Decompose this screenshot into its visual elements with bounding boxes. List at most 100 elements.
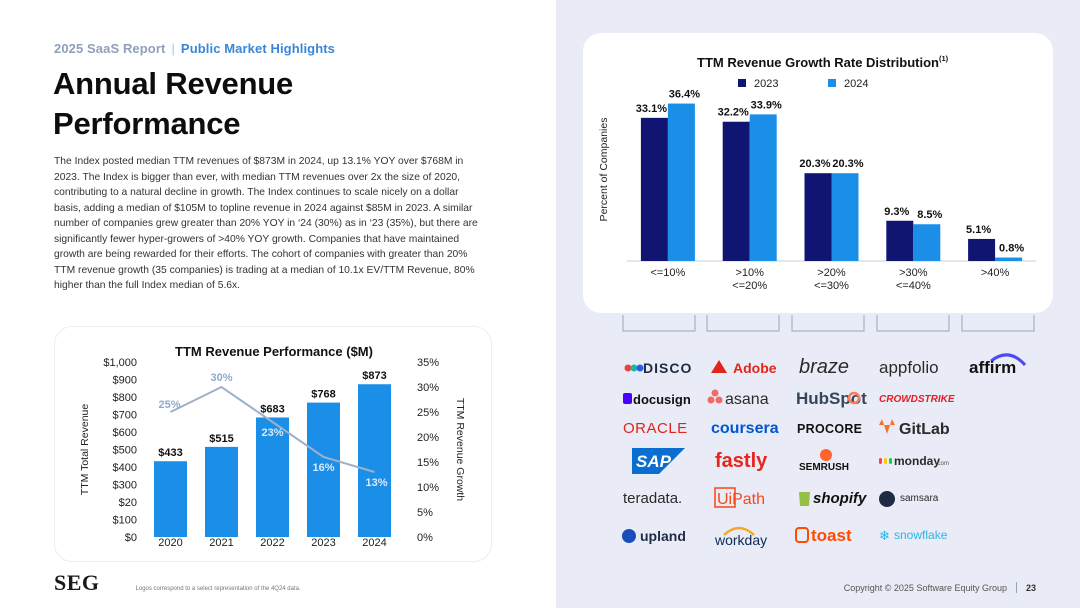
logo-wordmark: asana xyxy=(725,391,769,408)
body-paragraph: The Index posted median TTM revenues of … xyxy=(54,156,478,291)
y2-tick-label: 35% xyxy=(417,357,439,369)
revenue-bar xyxy=(154,461,187,537)
category-bracket xyxy=(706,315,780,332)
y-tick-label: $700 xyxy=(113,410,137,422)
revenue-performance-chart: TTM Revenue Performance ($M) TTM Total Re… xyxy=(79,344,466,549)
growth-distribution-chart: TTM Revenue Growth Rate Distribution (1) 2… xyxy=(598,54,1036,292)
category-bracket xyxy=(791,315,865,332)
footer-left: SEG Logos correspond to a select represe… xyxy=(54,570,301,596)
distribution-bar xyxy=(995,257,1023,261)
revenue-bar-label: $873 xyxy=(362,370,386,382)
distribution-bar-label: 20.3% xyxy=(832,158,863,170)
docusign-icon xyxy=(623,393,632,404)
revenue-performance-card: TTM Revenue Performance ($M) TTM Total Re… xyxy=(54,326,492,562)
x-tick-label: <=20% xyxy=(732,280,767,292)
y-tick-label: $900 xyxy=(113,375,137,387)
logo-wordmark: affirm xyxy=(969,358,1016,377)
distribution-bar xyxy=(804,173,832,261)
y-tick-label: $600 xyxy=(113,427,137,439)
logo-wordmark: UiPath xyxy=(717,491,765,508)
sap-badge-icon xyxy=(632,448,685,474)
logo-wordmark: ORACLE xyxy=(623,420,688,437)
chart-title: TTM Revenue Growth Rate Distribution xyxy=(697,55,939,70)
footer-divider xyxy=(1015,582,1017,593)
section-name: Public Market Highlights xyxy=(180,41,336,56)
logo-wordmark: docusign xyxy=(633,392,691,407)
logo-wordmark: shopify xyxy=(813,490,867,507)
uipath-box-icon xyxy=(714,487,736,508)
monday-icon xyxy=(879,458,882,464)
page-title-line-2: Performance xyxy=(53,106,241,141)
category-bracket xyxy=(961,315,1035,332)
logo-wordmark: HubSpot xyxy=(796,389,867,408)
x-tick-label: <=30% xyxy=(814,280,849,292)
breadcrumb: 2025 SaaS Report | Public Market Highlight… xyxy=(54,41,335,56)
distribution-bar xyxy=(722,121,750,261)
hubspot-sprocket-icon xyxy=(847,391,861,405)
y2-tick-label: 10% xyxy=(417,482,439,494)
distribution-bar-label: 8.5% xyxy=(917,209,942,221)
logo-wordmark: GitLab xyxy=(899,421,950,438)
y2-tick-label: 5% xyxy=(417,507,433,519)
revenue-bar xyxy=(205,446,238,537)
distribution-bar xyxy=(886,220,914,261)
logo-wordmark: SAP xyxy=(636,452,672,471)
growth-line-label: 23% xyxy=(261,427,283,439)
revenue-bar-label: $683 xyxy=(260,403,284,415)
workday-arc-icon xyxy=(723,526,755,536)
distribution-bar-label: 33.9% xyxy=(751,99,782,111)
logo-wordmark: samsara xyxy=(900,493,939,504)
revenue-bar-label: $768 xyxy=(311,389,335,401)
x-tick-label: <=10% xyxy=(650,267,685,279)
distribution-bar xyxy=(913,224,941,261)
revenue-bar xyxy=(307,402,340,537)
category-bracket xyxy=(622,315,696,332)
disco-dots-icon xyxy=(624,364,632,372)
revenue-bar xyxy=(256,417,289,537)
revenue-bar-label: $433 xyxy=(158,447,182,459)
growth-line xyxy=(170,385,375,473)
monday-icon xyxy=(884,458,887,464)
snowflake-icon: ❄ xyxy=(879,528,890,543)
distribution-bar-label: 20.3% xyxy=(799,158,830,170)
company-logos-grid: DISCO Adobe braze appfolio affirm docusign asa… xyxy=(622,315,1035,548)
y-tick-label: $100 xyxy=(113,515,137,527)
distribution-bar xyxy=(968,238,996,261)
seg-logo: SEG xyxy=(54,570,100,595)
distribution-bar-label: 36.4% xyxy=(669,89,700,101)
revenue-bar-label: $515 xyxy=(209,433,233,445)
samsara-icon xyxy=(879,491,895,507)
growth-distribution-card: TTM Revenue Growth Rate Distribution (1) 2… xyxy=(583,33,1053,313)
page-title-line-1: Annual Revenue xyxy=(53,66,294,101)
chart-title: TTM Revenue Performance ($M) xyxy=(175,344,373,359)
logo-wordmark: fastly xyxy=(715,450,768,472)
toast-icon xyxy=(795,527,809,543)
y-tick-label: $500 xyxy=(113,445,137,457)
logo-wordmark: teradata. xyxy=(623,490,682,507)
legend-label: 2024 xyxy=(844,78,868,90)
y2-tick-label: 20% xyxy=(417,432,439,444)
footer-right: Copyright © 2025 Software Equity Group 2… xyxy=(844,582,1036,593)
logo-wordmark: upland xyxy=(640,528,686,544)
growth-line-label: 16% xyxy=(312,462,334,474)
distribution-bar-label: 5.1% xyxy=(966,224,991,236)
chart-title-footnote-ref: (1) xyxy=(939,54,949,63)
logo-wordmark: coursera xyxy=(711,420,779,437)
asana-dots-icon xyxy=(711,389,719,397)
breadcrumb-separator: | xyxy=(171,41,175,56)
x-tick-label: >30% xyxy=(899,267,928,279)
x-tick-label: <=40% xyxy=(896,280,931,292)
x-tick-label: 2023 xyxy=(311,537,335,549)
distribution-bar xyxy=(831,173,859,261)
logo-wordmark: SEMRUSH xyxy=(799,462,849,473)
y2-tick-label: 30% xyxy=(417,382,439,394)
logo-wordmark: PROCORE xyxy=(797,422,862,436)
semrush-icon xyxy=(820,449,832,461)
distribution-bar-label: 9.3% xyxy=(884,206,909,218)
affirm-arc-icon xyxy=(990,353,1027,367)
logo-wordmark: braze xyxy=(799,356,849,378)
distribution-bar xyxy=(640,117,668,261)
x-tick-label: 2024 xyxy=(362,537,386,549)
distribution-bar-label: 33.1% xyxy=(636,103,667,115)
y2-tick-label: 25% xyxy=(417,407,439,419)
